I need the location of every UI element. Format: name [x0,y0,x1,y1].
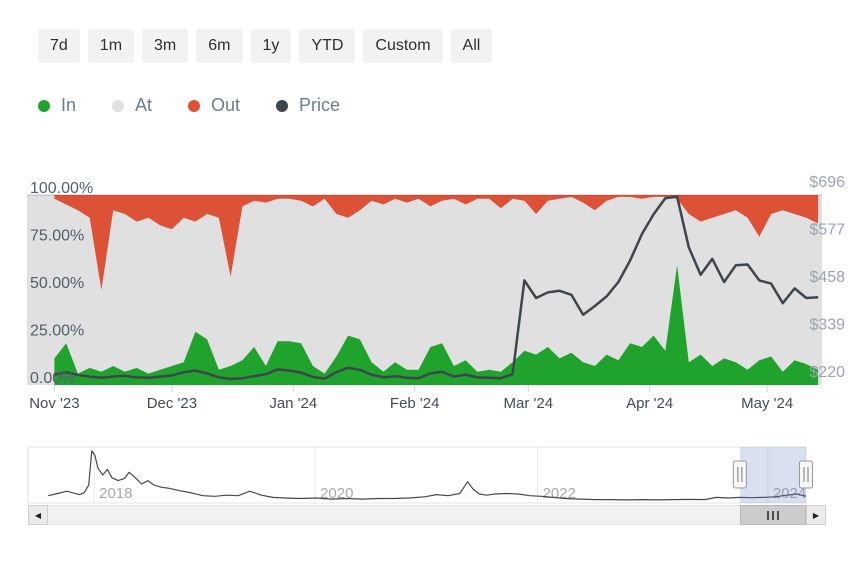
scrollbar-right-arrow-button[interactable]: ▶ [806,505,826,525]
y-axis-label-right: $696 [809,174,845,191]
legend-item-price[interactable]: Price [276,95,340,116]
left-arrow-icon: ◀ [34,510,42,520]
legend-label: Out [211,95,241,115]
scrollbar-left-arrow-button[interactable]: ◀ [28,505,48,525]
navigator-year-label: 2020 [320,485,353,502]
chart-legend: In At Out Price [38,95,340,116]
navigator-handle-left[interactable] [732,460,747,489]
out-area-series [54,195,819,290]
y-axis-label-right: $458 [809,269,845,286]
range-button-6m[interactable]: 6m [196,29,243,63]
legend-item-out[interactable]: Out [188,95,240,116]
right-arrow-icon: ▶ [812,510,820,520]
x-axis-label: Jan '24 [269,395,317,412]
legend-item-at[interactable]: At [112,95,152,116]
scrollbar-thumb[interactable] [739,505,806,525]
legend-dot-out [188,99,201,112]
price-line-series [54,195,819,381]
at-area-series [27,195,822,385]
legend-dot-at [112,99,125,112]
legend-label: Price [299,95,341,115]
scrollbar-track[interactable] [48,505,806,525]
y-axis-label-right: $577 [809,222,845,239]
legend-label: In [61,95,77,115]
y-axis-label-left: 0.00% [30,370,75,387]
x-axis-label: Feb '24 [390,395,440,412]
thumb-grip-icon [771,510,774,520]
range-button-1y[interactable]: 1y [250,29,292,63]
y-axis-label-right: $220 [809,364,845,381]
y-axis-label-left: 50.00% [30,275,84,292]
navigator-handle-right[interactable] [799,460,813,489]
x-axis-label: Apr '24 [626,395,673,412]
thumb-grip-icon [776,510,779,520]
range-button-ytd[interactable]: YTD [299,29,356,63]
y-axis-label-left: 25.00% [30,323,84,340]
navigator-year-label: 2018 [99,485,132,502]
legend-dot-price [276,99,289,112]
navigator-scrollbar: ◀ ▶ [28,505,826,525]
range-button-3m[interactable]: 3m [142,29,189,63]
legend-label: At [135,95,153,115]
navigator-selected-range[interactable] [739,447,806,503]
navigator-year-label: 2024 [773,485,806,502]
y-axis-label-left: 75.00% [30,228,84,245]
x-axis-label: Nov '23 [29,395,79,412]
in-area-series [54,265,819,385]
y-axis-label-right: $339 [809,317,845,334]
navigator-year-label: 2022 [543,485,576,502]
x-axis-label: Dec '23 [147,395,197,412]
range-button-7d[interactable]: 7d [38,29,80,63]
range-button-1m[interactable]: 1m [87,29,135,63]
x-axis-label: Mar '24 [503,395,553,412]
legend-item-in[interactable]: In [38,95,76,116]
legend-dot-in [38,99,50,112]
range-button-all[interactable]: All [450,29,493,63]
y-axis-label-left: 100.00% [30,180,93,197]
range-button-custom[interactable]: Custom [363,29,443,63]
navigator-series [48,450,807,501]
range-toolbar: 7d 1m 3m 6m 1y YTD Custom All [38,29,493,63]
navigator-outline [27,446,807,504]
thumb-grip-icon [766,510,769,520]
x-axis-label: May '24 [741,395,793,412]
